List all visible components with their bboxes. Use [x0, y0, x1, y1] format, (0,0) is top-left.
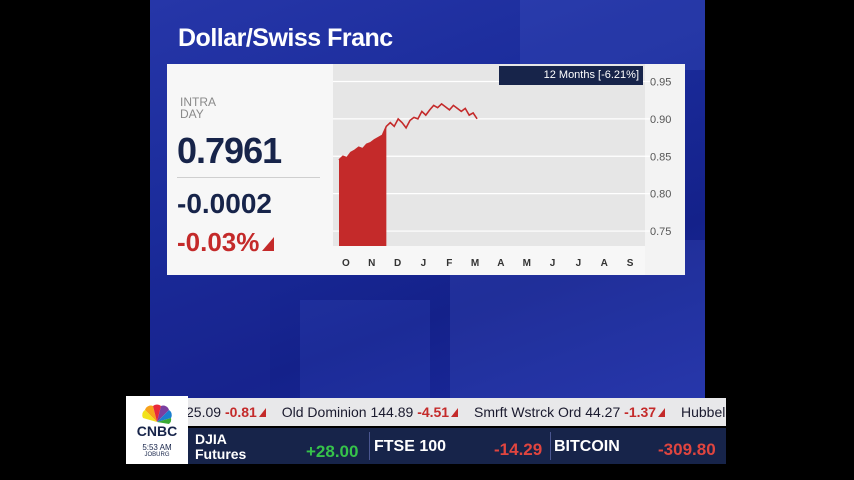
market-value: -14.29 — [494, 440, 543, 459]
x-tick-label: J — [576, 258, 582, 269]
quote-summary: INTRA DAY 0.7961 -0.0002 -0.03% — [167, 64, 333, 275]
percent-change: -0.03% — [177, 227, 275, 258]
x-tick-label: F — [446, 258, 452, 269]
x-axis-band — [333, 246, 645, 275]
chart-svg: 0.95 0.90 0.85 0.80 0.75 O N D J F M A M J J A S — [333, 64, 671, 275]
x-tick-label: N — [368, 258, 375, 269]
x-tick-label: J — [421, 258, 427, 269]
market-value: +28.00 — [306, 442, 359, 461]
market-name: BITCOIN — [554, 438, 620, 455]
market-ticker: DJIA Futures +28.00 FTSE 100 -14.29 BITC… — [188, 428, 726, 464]
ticker-item: Smrft Wstrck Ord 44.27 -1.37 — [474, 398, 666, 426]
down-arrow-icon — [262, 237, 275, 251]
down-arrow-icon — [451, 408, 459, 417]
market-name: DJIA Futures — [195, 431, 247, 462]
percent-value: -0.03% — [177, 227, 260, 257]
x-tick-label: D — [394, 258, 401, 269]
y-tick-label: 0.85 — [650, 151, 671, 163]
x-tick-label: M — [523, 258, 531, 269]
series-line — [338, 102, 478, 161]
divider — [550, 432, 551, 460]
x-tick-label: S — [627, 258, 634, 269]
ticker-item: 25.09 -0.81 — [188, 398, 266, 426]
ticker-item: Old Dominion 144.89 -4.51 — [282, 398, 459, 426]
divider — [177, 177, 320, 178]
ticker-item: Hubbel — [680, 404, 726, 420]
change-value: -0.0002 — [177, 188, 272, 219]
price-value: 0.7961 — [177, 130, 282, 171]
down-arrow-icon — [658, 408, 666, 417]
x-tick-label: M — [471, 258, 479, 269]
y-tick-label: 0.90 — [650, 114, 671, 126]
series-area — [339, 126, 387, 246]
market-name: FTSE 100 — [374, 438, 447, 455]
cnbc-logo-box: CNBC 5:53 AM JOBURG — [126, 396, 188, 464]
x-tick-label: A — [601, 258, 608, 269]
stock-ticker: 25.09 -0.81 Old Dominion 144.89 -4.51 Sm… — [188, 398, 726, 426]
page-title: Dollar/Swiss Franc — [178, 24, 393, 52]
down-arrow-icon — [258, 408, 266, 417]
period-badge: 12 Months [-6.21%] — [499, 66, 643, 85]
y-tick-label: 0.95 — [650, 76, 671, 88]
peacock-icon — [142, 404, 172, 424]
divider — [369, 432, 370, 460]
market-value: -309.80 — [658, 440, 716, 459]
y-tick-label: 0.80 — [650, 189, 671, 201]
logo-city: JOBURG — [144, 452, 170, 458]
x-tick-label: J — [550, 258, 556, 269]
price-chart: 0.95 0.90 0.85 0.80 0.75 O N D J F M A M J J A S — [333, 64, 685, 275]
logo-time: 5:53 AM — [142, 443, 172, 452]
logo-brand: CNBC — [136, 423, 178, 439]
y-tick-label: 0.75 — [650, 226, 671, 238]
x-tick-label: A — [497, 258, 504, 269]
intraday-label: INTRA DAY — [180, 95, 216, 121]
x-tick-label: O — [342, 258, 350, 269]
